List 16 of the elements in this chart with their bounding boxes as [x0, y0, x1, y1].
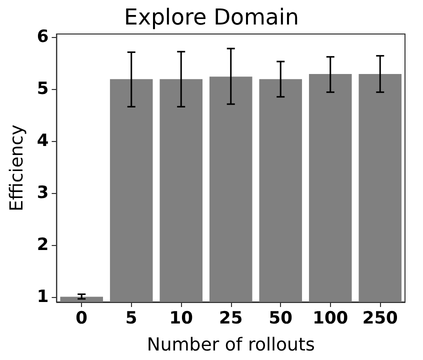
y-tick-label: 4 — [36, 130, 49, 151]
x-tick-label: 10 — [169, 308, 194, 328]
x-tick-label: 100 — [312, 308, 348, 328]
x-axis-title: Number of rollouts — [146, 334, 315, 356]
y-tick-label: 5 — [36, 79, 49, 100]
x-tick-label: 25 — [219, 308, 243, 328]
y-tick-label: 3 — [36, 182, 49, 203]
x-tick-label: 0 — [76, 308, 88, 328]
x-tick-label: 5 — [125, 308, 138, 328]
y-axis-title: Efficiency — [6, 124, 28, 212]
y-tick-label: 2 — [36, 234, 49, 255]
y-tick-label: 1 — [36, 286, 49, 307]
chart-title: Explore Domain — [124, 6, 299, 30]
y-tick-label: 6 — [36, 27, 49, 48]
x-tick-label: 50 — [268, 308, 293, 328]
x-tick-label: 250 — [362, 308, 398, 328]
